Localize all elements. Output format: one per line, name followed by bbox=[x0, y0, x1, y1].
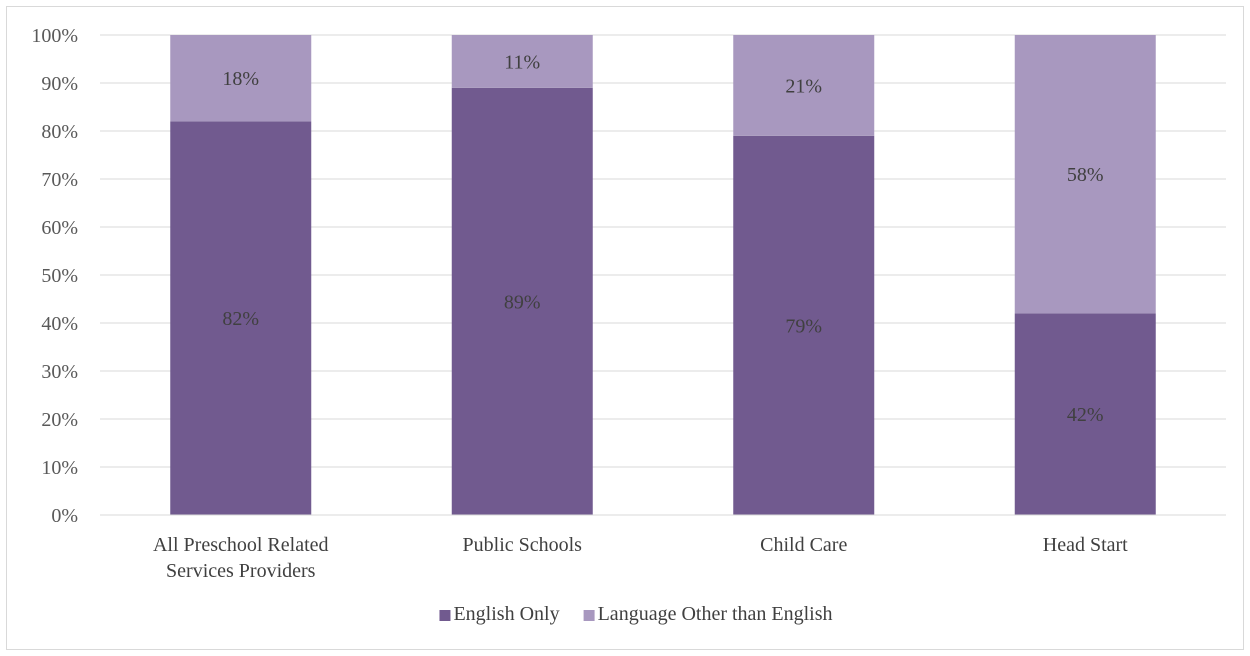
y-tick-label: 0% bbox=[51, 505, 78, 527]
y-axis: 0% 10% 20% 30% 40% 50% 60% 70% 80% 90% 100% bbox=[31, 25, 78, 527]
bar-segment bbox=[170, 121, 312, 516]
data-label: 79% bbox=[785, 315, 822, 337]
x-tick-label: Head Start bbox=[1043, 534, 1128, 556]
legend-label: English Only bbox=[453, 603, 559, 625]
y-tick-label: 80% bbox=[41, 121, 78, 143]
data-label: 18% bbox=[222, 68, 259, 90]
x-tick-label: Public Schools bbox=[463, 534, 583, 556]
bar-segment bbox=[733, 35, 875, 136]
bar-segment bbox=[1014, 313, 1156, 515]
y-tick-label: 10% bbox=[41, 457, 78, 479]
x-tick-label: Services Providers bbox=[166, 560, 316, 582]
data-label: 21% bbox=[785, 75, 822, 97]
legend-label: Language Other than English bbox=[598, 603, 833, 625]
legend-swatch bbox=[583, 610, 595, 621]
bars: 82% 18% 89% 11% 79% 21% 42% 58% bbox=[170, 35, 1156, 516]
x-axis: All Preschool Related Services Providers P… bbox=[100, 514, 1226, 582]
y-tick-label: 60% bbox=[41, 217, 78, 239]
y-tick-label: 20% bbox=[41, 409, 78, 431]
data-label: 42% bbox=[1067, 404, 1104, 426]
bar-segment bbox=[170, 35, 312, 122]
legend-swatch bbox=[439, 610, 451, 621]
bar-segment bbox=[451, 35, 593, 88]
y-tick-label: 70% bbox=[41, 169, 78, 191]
y-tick-label: 90% bbox=[41, 73, 78, 95]
legend-item: English Only bbox=[439, 603, 560, 625]
y-tick-label: 100% bbox=[31, 25, 78, 47]
bar-segment bbox=[1014, 35, 1156, 314]
data-label: 11% bbox=[504, 51, 540, 73]
data-label: 58% bbox=[1067, 164, 1104, 186]
y-tick-label: 30% bbox=[41, 361, 78, 383]
data-label: 82% bbox=[222, 308, 259, 330]
bar-segment bbox=[451, 87, 593, 516]
legend-item: Language Other than English bbox=[583, 603, 833, 625]
y-tick-label: 40% bbox=[41, 313, 78, 335]
bar-segment bbox=[733, 135, 875, 516]
y-tick-label: 50% bbox=[41, 265, 78, 287]
legend: English Only Language Other than English bbox=[439, 603, 833, 625]
x-tick-label: Child Care bbox=[760, 534, 847, 556]
x-tick-label: All Preschool Related bbox=[153, 534, 329, 556]
data-label: 89% bbox=[504, 291, 541, 313]
